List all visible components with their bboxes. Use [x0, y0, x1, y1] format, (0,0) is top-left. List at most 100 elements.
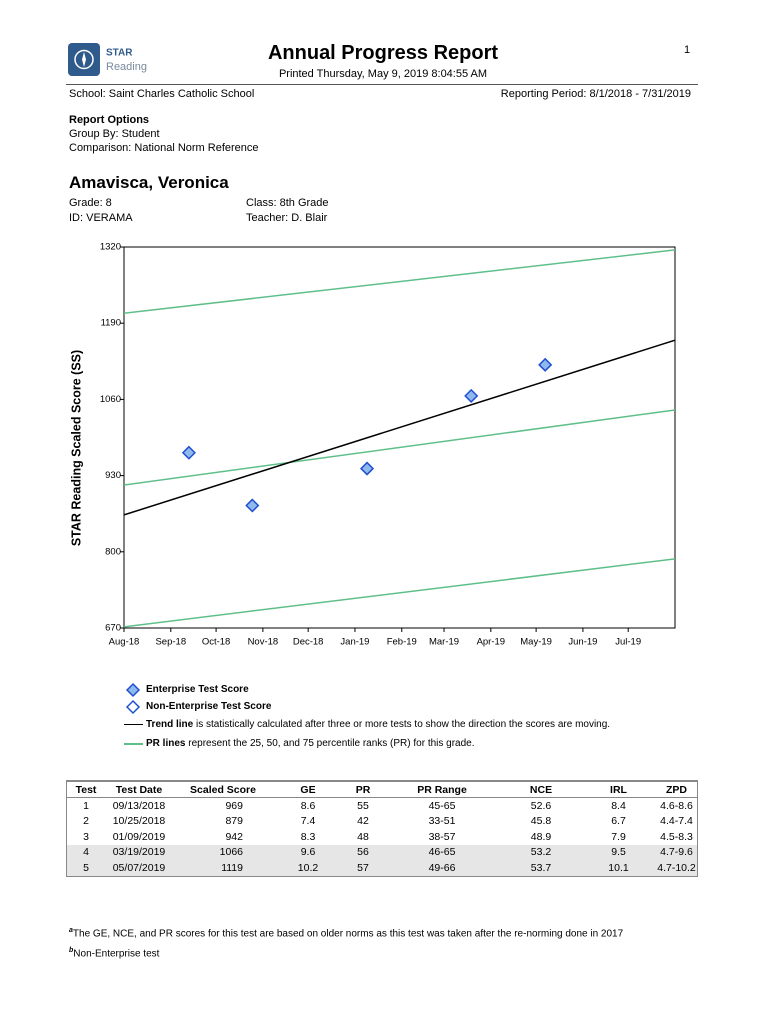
- table-cell: 48: [357, 830, 369, 843]
- report-title: Annual Progress Report: [267, 42, 499, 64]
- class: Class: 8th Grade: [246, 197, 329, 209]
- table-cell: 3: [83, 830, 89, 843]
- table-cell: 8.3: [300, 830, 316, 843]
- table-cell: 38-57: [428, 830, 456, 843]
- x-tick-label: Jun-19: [568, 637, 597, 648]
- legend: Enterprise Test Score Non-Enterprise Test…: [124, 681, 610, 753]
- table-cell: 1066: [173, 844, 273, 860]
- table-cell: 10.2: [273, 860, 343, 876]
- legend-marker: [125, 682, 141, 697]
- x-tick-label: Apr-19: [477, 637, 506, 648]
- table-row: 3 01/09/2019 942 8.3 48 38-57 48.9 7.9 4.5-8.3: [67, 829, 697, 845]
- table-header: Test Test Date Scaled Score GE PR PR Range NCE…: [67, 781, 697, 798]
- footnote-marker: a: [69, 927, 73, 934]
- table-cell: 2: [83, 815, 89, 828]
- school: School: Saint Charles Catholic School: [69, 88, 255, 100]
- table-cell: 42: [357, 815, 369, 828]
- legend-swatch: [124, 724, 143, 725]
- table-cell: 969: [225, 799, 243, 812]
- table-cell: 7.9: [611, 830, 626, 843]
- x-tick-label: Feb-19: [387, 637, 417, 648]
- footnote: bNon-Enterprise test: [69, 942, 623, 962]
- logo-brand: STAR: [106, 48, 133, 59]
- table-row: 1 09/13/2018 969 8.6 55 45-65 52.6 8.4 4.6-8.6: [67, 798, 697, 814]
- y-tick-label: 1190: [101, 318, 121, 329]
- table-frame: Test Test Date Scaled Score GE PR PR Range NCE…: [66, 780, 698, 877]
- footnote-marker: b: [69, 947, 74, 955]
- footnote: aThe GE, NCE, and PR scores for this tes…: [69, 922, 623, 942]
- table-cell: 942: [225, 830, 243, 843]
- table-cell: 7.4: [300, 815, 316, 828]
- page-number: 1: [684, 44, 691, 56]
- logo-needle: [82, 52, 86, 67]
- teacher: Teacher: D. Blair: [246, 212, 328, 224]
- table-cell: 8.4: [611, 799, 626, 812]
- table-cell: 45.8: [530, 815, 552, 828]
- header-rule: [66, 84, 698, 85]
- table-cell: 879: [225, 815, 243, 828]
- table-cell: 46-65: [383, 844, 501, 860]
- logo-product: Reading: [106, 61, 147, 73]
- x-tick-label: Sep-18: [155, 637, 186, 648]
- header-cell: Test Date: [105, 781, 173, 798]
- data-point: [359, 461, 375, 476]
- table-row: 5 05/07/2019 1119 10.2 57 49-66 53.7 10.1 4.7-10…: [67, 860, 697, 876]
- table-cell: 01/09/2019: [112, 830, 166, 843]
- table-cell: 4: [67, 844, 105, 860]
- data-point: [538, 357, 553, 372]
- pr-line: [123, 249, 676, 314]
- header-cell: PR: [343, 781, 383, 798]
- table-cell: 10.1: [581, 860, 656, 876]
- table-row: 4 03/19/2019 1066 9.6 56 46-65 53.2 9.5 4.7-9.6: [67, 844, 697, 860]
- footnote-text: Non-Enterprise test: [73, 948, 160, 960]
- table-cell: 9.6: [273, 844, 343, 860]
- y-tick-label: 800: [105, 546, 121, 557]
- legend-item: Enterprise Test Score: [124, 681, 610, 698]
- x-tick-label: Jan-19: [340, 637, 369, 648]
- table-row: 2 10/25/2018 879 7.4 42 33-51 45.8 6.7 4.4-7.4: [67, 814, 697, 830]
- x-tick-label: Mar-19: [429, 637, 459, 648]
- y-axis-label: STAR Reading Scaled Score (SS): [69, 350, 83, 546]
- legend-item: Trend line is statistically calculated a…: [124, 715, 610, 734]
- chart: STAR Reading Scaled Score (SS) 670 800 930…: [69, 242, 676, 648]
- table-cell: 03/19/2019: [105, 844, 173, 860]
- table-cell: 4.7-9.6: [656, 844, 697, 860]
- table-cell: 57: [343, 860, 383, 876]
- printed-date: Printed Thursday, May 9, 2019 8:04:55 AM: [278, 68, 488, 80]
- y-tick-label: 1320: [100, 242, 121, 253]
- y-tick-label: 930: [105, 470, 121, 481]
- legend-description: represent the 25, 50, and 75 percentile …: [185, 738, 475, 749]
- table-cell: 49-66: [383, 860, 501, 876]
- grade: Grade: 8: [69, 197, 112, 209]
- table-cell: 33-51: [428, 815, 456, 828]
- legend-description: is statistically calculated after three …: [193, 719, 611, 730]
- header-cell: PR Range: [383, 781, 501, 798]
- header-cell: ZPD: [656, 781, 697, 798]
- header-cell: NCE: [501, 781, 581, 798]
- table-cell: 6.7: [611, 815, 626, 828]
- table-cell: 1: [83, 799, 89, 812]
- header-cell: Scaled Score: [173, 781, 273, 798]
- pr-line: [123, 409, 676, 486]
- legend-swatch: [124, 742, 143, 745]
- x-tick-label: Aug-18: [109, 637, 140, 648]
- table-cell: 55: [357, 799, 369, 812]
- footnote-text: The GE, NCE, and PR scores for this test…: [72, 928, 624, 940]
- table-cell: 4.7-10.2: [656, 860, 697, 876]
- footnotes: aThe GE, NCE, and PR scores for this tes…: [69, 922, 623, 963]
- legend-item: Non-Enterprise Test Score: [124, 698, 610, 715]
- legend-label: PR lines: [146, 738, 186, 749]
- header-cell: GE: [273, 781, 343, 798]
- table-cell: 52.6: [530, 799, 552, 812]
- student-id: ID: VERAMA: [69, 212, 133, 224]
- table-cell: 4.5-8.3: [660, 830, 693, 843]
- legend-label: Trend line: [146, 719, 194, 730]
- table-cell: 45-65: [428, 799, 456, 812]
- table-cell: 53.7: [501, 860, 581, 876]
- student-name: Amavisca, Veronica: [69, 173, 229, 192]
- x-tick-label: Dec-18: [293, 637, 324, 648]
- table-cell: 48.9: [530, 830, 552, 843]
- table-cell: 56: [343, 844, 383, 860]
- data-point: [245, 498, 260, 513]
